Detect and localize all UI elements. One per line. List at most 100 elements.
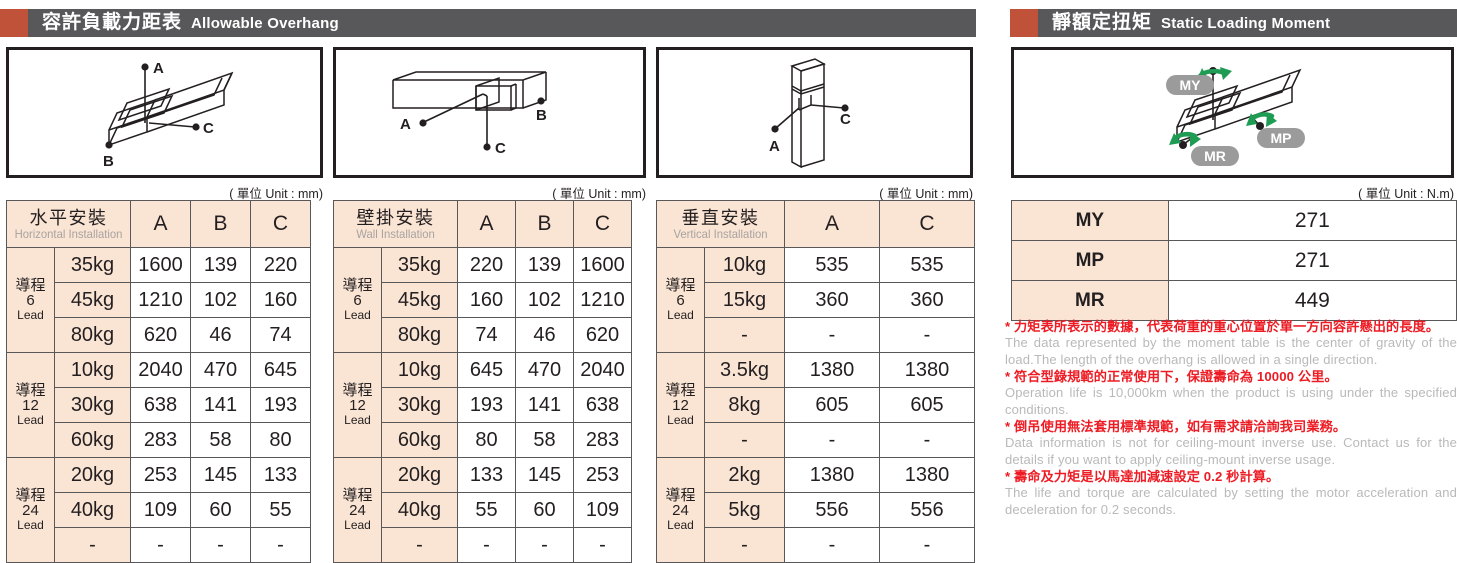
figure-label-c: C (495, 140, 506, 157)
value-cell-a: 2040 (130, 352, 191, 388)
unit-caption-mm: ( 單位 Unit : mm) (229, 187, 323, 201)
value-cell-c: 193 (250, 387, 311, 423)
value-cell-a: - (784, 527, 880, 563)
value-cell-c: 638 (573, 387, 632, 423)
value-cell-a: 620 (130, 317, 191, 353)
figure-label-b: B (103, 153, 114, 170)
value-cell-b: 102 (190, 282, 251, 318)
diagram-static-loading-moment: MY MP MR (1011, 47, 1454, 178)
section-title-cn: 靜額定扭矩 (1052, 12, 1153, 33)
value-cell-b: 470 (515, 352, 574, 388)
note-en: Operation life is 10,000km when the prod… (1005, 385, 1457, 417)
table-row: 30kg 193 141 638 (334, 387, 632, 423)
table-column-header-c: C (250, 200, 311, 248)
load-cell: 60kg (381, 422, 458, 458)
lead-group-label: 導程 12 Lead (333, 352, 382, 458)
lead-label-cn: 導程 (665, 381, 696, 399)
moment-row: MY 271 (1011, 200, 1457, 241)
note-cn: * 倒吊使用無法套用標準規範，如有需求請洽詢我司業務。 (1005, 419, 1347, 434)
table-header-title-cn: 壁掛安裝 (356, 207, 435, 228)
lead-group-label: 導程 12 Lead (6, 352, 55, 458)
load-cell: 20kg (381, 457, 458, 493)
value-cell-a: 253 (130, 457, 191, 493)
table-row: 80kg 74 46 620 (334, 317, 632, 353)
value-cell-a: 74 (457, 317, 516, 353)
note-en: The life and torque are calculated by se… (1005, 485, 1457, 517)
table-row: 導程 24 Lead 2kg 1380 1380 (656, 457, 975, 563)
moment-label-cell: MY (1011, 200, 1169, 241)
value-cell-a: 80 (457, 422, 516, 458)
lead-label-number: 12 (22, 396, 39, 414)
table-horizontal-installation: 水平安裝 Horizontal Installation A B C 導程 6 Lead 35k… (6, 200, 311, 563)
lead-label-en: Lead (344, 412, 371, 427)
lead-label-cn: 導程 (342, 276, 373, 294)
table-wall-installation: 壁掛安裝 Wall Installation A B C 導程 6 Lead 35kg 220 13… (333, 200, 632, 563)
value-cell-b: - (515, 527, 574, 563)
table-row: 導程 12 Lead 10kg 645 470 2040 (333, 352, 632, 458)
lead-label-cn: 導程 (665, 486, 696, 504)
load-cell: 10kg (54, 352, 131, 388)
value-cell-c: - (573, 527, 632, 563)
value-cell-c: 220 (250, 247, 311, 283)
value-cell-a: 109 (130, 492, 191, 528)
lead-label-number: 6 (26, 291, 35, 309)
lead-group-label: 導程 24 Lead (333, 457, 382, 563)
lead-label-cn: 導程 (342, 486, 373, 504)
table-row: 45kg 1210 102 160 (7, 282, 311, 318)
lead-label-en: Lead (667, 412, 694, 427)
load-cell: 35kg (381, 247, 458, 283)
diagram-vertical-installation: A C (656, 47, 973, 178)
lead-label-number: 12 (349, 396, 366, 414)
lead-label-cn: 導程 (665, 276, 696, 294)
figure-label-a: A (400, 116, 411, 133)
lead-label-cn: 導程 (15, 486, 46, 504)
table-static-loading-moment: MY 271 MP 271 MR 449 (1011, 200, 1457, 321)
moment-value-cell: 449 (1167, 280, 1457, 321)
unit-caption-mm: ( 單位 Unit : mm) (552, 187, 646, 201)
table-header-title-cn: 水平安裝 (29, 207, 108, 228)
table-column-header-a: A (457, 200, 516, 248)
table-row: 導程 12 Lead 3.5kg 1380 1380 (656, 352, 975, 458)
moment-label-mp: MP (1257, 128, 1305, 148)
section-title-en: Static Loading Moment (1161, 15, 1331, 32)
table-row: 60kg 80 58 283 (334, 422, 632, 458)
lead-label-cn: 導程 (15, 276, 46, 294)
table-row: --- (657, 317, 975, 353)
moment-value-cell: 271 (1167, 200, 1457, 241)
table-header-title-en: Horizontal Installation (14, 226, 123, 241)
lead-label-cn: 導程 (342, 381, 373, 399)
section-title-en: Allowable Overhang (191, 15, 339, 32)
table-column-header-b: B (515, 200, 574, 248)
value-cell-c: - (879, 422, 975, 458)
value-cell-c: 160 (250, 282, 311, 318)
table-header-title: 壁掛安裝 Wall Installation (333, 200, 458, 248)
table-row: ---- (7, 527, 311, 563)
load-cell: 40kg (54, 492, 131, 528)
value-cell-a: 283 (130, 422, 191, 458)
lead-label-en: Lead (17, 412, 44, 427)
table-column-header-b: B (190, 200, 251, 248)
table-column-header-a: A (130, 200, 191, 248)
load-cell: 20kg (54, 457, 131, 493)
value-cell-a: - (784, 422, 880, 458)
table-row: 導程 6 Lead 35kg 220 139 1600 (333, 247, 632, 353)
figure-label-a: A (769, 138, 780, 155)
value-cell-b: 139 (190, 247, 251, 283)
table-header-title: 垂直安裝 Vertical Installation (656, 200, 785, 248)
note-en: The data represented by the moment table… (1005, 335, 1457, 367)
load-cell: 80kg (54, 317, 131, 353)
value-cell-c: 556 (879, 492, 975, 528)
table-row: 15kg 360 360 (657, 282, 975, 318)
value-cell-a: 1600 (130, 247, 191, 283)
load-cell: 45kg (381, 282, 458, 318)
note-cn: * 壽命及力矩是以馬達加減速設定 0.2 秒計算。 (1005, 469, 1280, 484)
value-cell-a: - (784, 317, 880, 353)
value-cell-a: 360 (784, 282, 880, 318)
moment-label-cell: MP (1011, 240, 1169, 281)
table-column-header-c: C (573, 200, 632, 248)
note-cn: * 力矩表所表示的數據，代表荷重的重心位置於單一方向容許懸出的長度。 (1005, 319, 1440, 334)
table-row: 導程 6 Lead 35kg 1600 139 220 (6, 247, 311, 353)
value-cell-c: - (879, 527, 975, 563)
value-cell-b: 470 (190, 352, 251, 388)
notes-block: * 力矩表所表示的數據，代表荷重的重心位置於單一方向容許懸出的長度。 The da… (1005, 318, 1457, 518)
